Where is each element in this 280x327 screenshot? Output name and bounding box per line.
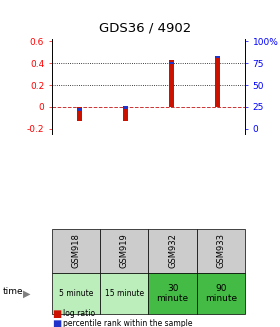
Bar xyxy=(77,107,82,121)
Bar xyxy=(169,62,174,64)
Text: ■: ■ xyxy=(52,309,61,319)
Text: GSM918: GSM918 xyxy=(71,233,80,268)
Text: 30
minute: 30 minute xyxy=(157,284,189,303)
Bar xyxy=(215,56,220,107)
Text: GDS36 / 4902: GDS36 / 4902 xyxy=(99,21,192,34)
Text: 5 minute: 5 minute xyxy=(59,289,93,298)
Text: time: time xyxy=(3,287,24,296)
Text: GSM933: GSM933 xyxy=(216,233,225,268)
Text: ▶: ▶ xyxy=(23,289,30,299)
Bar xyxy=(123,107,128,109)
Text: ■: ■ xyxy=(52,319,61,327)
Text: GSM932: GSM932 xyxy=(168,233,177,268)
Text: log ratio: log ratio xyxy=(63,309,95,318)
Text: 15 minute: 15 minute xyxy=(105,289,144,298)
Bar xyxy=(215,56,220,58)
Text: percentile rank within the sample: percentile rank within the sample xyxy=(63,319,193,327)
Text: GSM919: GSM919 xyxy=(120,233,129,268)
Bar xyxy=(169,60,174,107)
Text: 90
minute: 90 minute xyxy=(205,284,237,303)
Bar xyxy=(123,107,128,121)
Bar xyxy=(77,108,82,111)
